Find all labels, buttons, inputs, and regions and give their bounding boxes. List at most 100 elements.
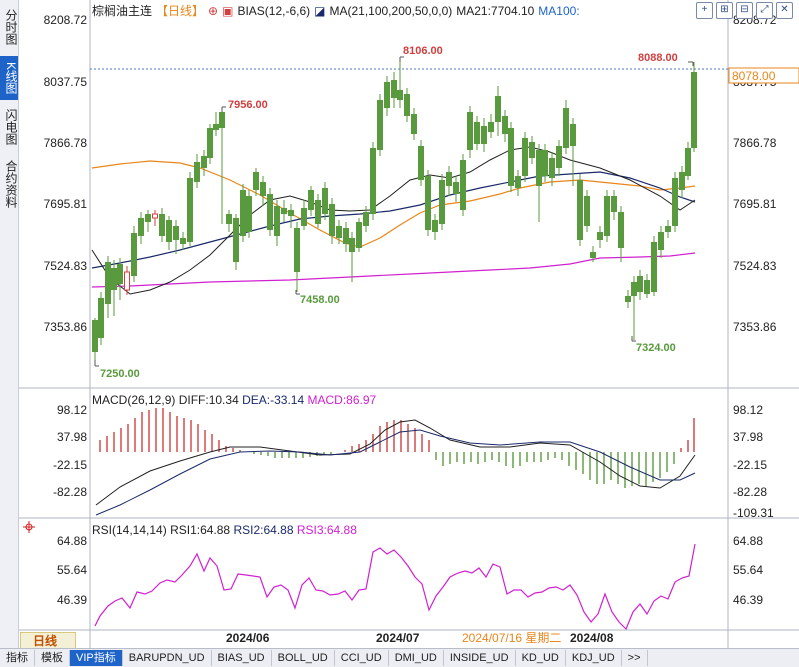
axis-tick-label: -109.31 — [733, 506, 774, 520]
axis-tick-label: -22.15 — [733, 458, 767, 472]
bottom-tab-inside-ud[interactable]: INSIDE_UD — [444, 650, 516, 666]
candle-body — [159, 214, 165, 236]
candle-body — [207, 128, 213, 158]
tab-contract-info[interactable]: 合约资料 — [4, 160, 18, 208]
zoom-out-icon[interactable]: ⊟ — [736, 2, 753, 19]
axis-tick-label: 7353.86 — [733, 320, 777, 334]
candle-body — [308, 190, 314, 210]
time-label-jun: 2024/06 — [226, 631, 270, 645]
candle-body — [474, 122, 480, 144]
macd-title[interactable]: MACD(26,12,9) — [92, 393, 176, 407]
zoom-in-icon[interactable]: ⊞ — [716, 2, 733, 19]
candle-body — [522, 138, 528, 176]
candle-body — [391, 80, 397, 98]
candle-body — [377, 100, 383, 150]
candle-body — [98, 298, 104, 338]
rsi-settings-icon[interactable] — [23, 521, 35, 533]
axis-tick-label: 98.12 — [57, 403, 87, 417]
bottom-tab-dmi-ud[interactable]: DMI_UD — [389, 650, 444, 666]
axis-tick-label: 98.12 — [733, 403, 763, 417]
tab-flash[interactable]: 闪电图 — [4, 109, 18, 145]
axis-tick-label: 7866.78 — [733, 136, 777, 150]
bottom-tab-boll-ud[interactable]: BOLL_UD — [272, 650, 335, 666]
tab-timeshare[interactable]: 分时图 — [4, 9, 18, 45]
bias-label[interactable]: BIAS(12,-6,6) — [237, 4, 311, 18]
kline-chart[interactable]: 8208.72 8037.75 7866.78 7695.81 7524.83 7353.… — [0, 0, 799, 648]
candle-body — [658, 232, 664, 250]
candle-body — [631, 282, 637, 296]
time-label-aug: 2024/08 — [570, 631, 614, 645]
candle-body — [329, 204, 335, 236]
candle-body — [240, 190, 246, 236]
current-price-tag — [728, 67, 799, 84]
annotation-7458: 7458.00 — [300, 294, 340, 306]
candlestick-series — [92, 62, 697, 366]
tab-kline[interactable]: K线图 — [0, 56, 18, 100]
candle-body — [515, 176, 521, 188]
candle-body — [432, 220, 438, 232]
add-icon[interactable]: ⊕ — [208, 4, 219, 18]
price-annotations: 8106.00 8088.00 7956.00 7458.00 7250.00 … — [94, 45, 694, 380]
macd-diff-value: DIFF:10.34 — [178, 393, 239, 407]
rsi-title[interactable]: RSI(14,14,14) — [92, 523, 167, 537]
bottom-tab--[interactable]: 模板 — [35, 650, 70, 666]
candle-body — [584, 196, 590, 226]
candle-body — [637, 276, 643, 292]
bias-indicator-icon[interactable]: ▣ — [222, 4, 234, 18]
bottom-tab-bias-ud[interactable]: BIAS_UD — [212, 650, 272, 666]
candle-body — [213, 124, 219, 130]
bottom-tab-cci-ud[interactable]: CCI_UD — [335, 650, 389, 666]
candle-body — [166, 220, 172, 242]
axis-tick-label: -82.28 — [733, 485, 767, 499]
candle-body — [577, 180, 583, 240]
axis-tick-label: 7695.81 — [733, 197, 777, 211]
candle-body — [233, 218, 239, 262]
annotation-8106: 8106.00 — [403, 45, 443, 57]
candle-body — [384, 82, 390, 108]
bottom-tab--[interactable]: >> — [622, 650, 648, 666]
bottom-tab-vip-[interactable]: VIP指标 — [70, 650, 123, 666]
annotation-7956: 7956.00 — [228, 99, 268, 111]
expand-icon[interactable]: ⤢ — [756, 2, 773, 19]
candle-body — [529, 142, 535, 158]
add-indicator-icon[interactable]: + — [696, 2, 713, 19]
macd-header: MACD(26,12,9) DIFF:10.34 DEA:-33.14 MACD… — [92, 393, 376, 407]
bottom-tab-kd-ud[interactable]: KD_UD — [516, 650, 566, 666]
axis-tick-label: 64.88 — [57, 534, 87, 548]
bottom-tab-kdj-ud[interactable]: KDJ_UD — [566, 650, 622, 666]
candle-body — [618, 212, 624, 248]
ma-label[interactable]: MA(21,100,200,50,0,0) — [329, 4, 453, 18]
rsi-axis-left: 64.88 55.64 46.39 — [57, 534, 87, 607]
current-price-label: 8078.00 — [732, 69, 776, 83]
bottom-tab-barupdn-ud[interactable]: BARUPDN_UD — [123, 650, 212, 666]
candle-body — [439, 180, 445, 224]
candle-body — [301, 208, 307, 226]
bottom-tab--[interactable]: 指标 — [0, 650, 35, 666]
macd-diff-line — [95, 419, 696, 506]
axis-tick-label: 37.98 — [733, 430, 763, 444]
candle-body — [187, 178, 193, 242]
candle-body — [201, 156, 207, 168]
candle-body — [453, 182, 459, 194]
candle-body — [446, 172, 452, 186]
ma100-value: MA100: — [538, 4, 580, 18]
axis-tick-label: 46.39 — [733, 593, 763, 607]
candle-body — [370, 148, 376, 214]
annotation-7250: 7250.00 — [100, 368, 140, 380]
candle-body — [570, 124, 576, 146]
rsi2-value: RSI2:64.88 — [233, 523, 294, 537]
rsi-line — [94, 543, 696, 631]
candle-body — [536, 150, 542, 186]
close-icon[interactable]: ✕ — [776, 2, 793, 19]
candle-body — [253, 172, 259, 190]
time-label-jul: 2024/07 — [376, 631, 420, 645]
chart-header: 棕榈油主连 【日线】 ⊕ ▣ BIAS(12,-6,6) ◪ MA(21,100,200,5… — [92, 2, 584, 18]
ma-slow-line — [91, 171, 696, 269]
candle-body — [349, 238, 355, 252]
candle-body — [563, 108, 569, 148]
axis-tick-label: 55.64 — [733, 563, 763, 577]
candle-body — [131, 233, 137, 276]
ma-indicator-icon[interactable]: ◪ — [314, 4, 326, 18]
candle-body — [315, 200, 321, 224]
axis-tick-label: 7866.78 — [44, 136, 88, 150]
